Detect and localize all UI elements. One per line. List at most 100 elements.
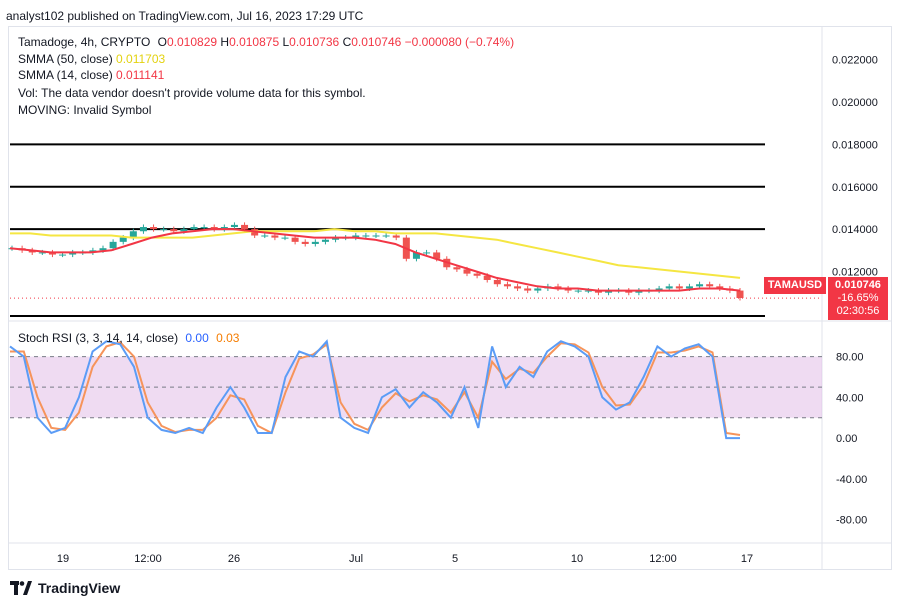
candle-body xyxy=(473,273,481,276)
stoch-tick-label: -80.00 xyxy=(836,515,867,527)
candle-body xyxy=(210,227,218,230)
tradingview-logo-icon xyxy=(10,581,32,595)
candle-body xyxy=(675,286,683,289)
candle-body xyxy=(220,227,228,230)
price-tick-label: 0.012000 xyxy=(832,267,878,279)
symbol-tag: TAMAUSD xyxy=(764,277,826,294)
candle-body xyxy=(311,241,319,244)
smma50-legend: SMMA (50, close) 0.011703 xyxy=(18,51,165,67)
candle-body xyxy=(696,284,704,287)
candle-body xyxy=(706,284,714,287)
smma50-label: SMMA (50, close) xyxy=(18,52,113,66)
candle-body xyxy=(392,235,400,238)
candle-body xyxy=(332,237,340,240)
candle-body xyxy=(150,227,158,230)
smma14-value: 0.011141 xyxy=(116,68,165,82)
candle-body xyxy=(514,286,522,289)
open-label: O xyxy=(157,35,167,49)
high-value: 0.010875 xyxy=(229,35,280,49)
candle-body xyxy=(271,235,279,238)
time-tick-label: 10 xyxy=(571,553,583,565)
candle-body xyxy=(412,252,420,259)
candle-body xyxy=(160,229,168,231)
candle-body xyxy=(423,252,431,254)
candle-body xyxy=(261,235,269,237)
candle-body xyxy=(493,279,501,285)
stoch-tick-label: -40.00 xyxy=(836,474,867,486)
candle-body xyxy=(190,227,198,230)
candle-body xyxy=(574,290,582,292)
candle-body xyxy=(382,235,390,237)
candle-body xyxy=(180,229,188,232)
candle-body xyxy=(625,290,633,293)
stoch-tick-label: 0.00 xyxy=(836,433,857,445)
stoch-tick-label: 40.00 xyxy=(836,392,864,404)
candle-body xyxy=(362,235,370,237)
bar-countdown: 02:30:56 xyxy=(836,305,880,317)
candle-body xyxy=(119,237,127,242)
price-tick-label: 0.014000 xyxy=(832,224,878,236)
candle-body xyxy=(736,290,744,298)
time-tick-label: 26 xyxy=(228,553,240,565)
price-tick-label: 0.020000 xyxy=(832,97,878,109)
smma50-value: 0.011703 xyxy=(116,52,166,66)
tradingview-footer[interactable]: TradingView xyxy=(10,580,120,596)
high-label: H xyxy=(220,35,230,49)
candle-body xyxy=(200,227,208,229)
candle-body xyxy=(453,267,461,270)
stoch-k-value: 0.00 xyxy=(185,331,209,345)
brand-name: TradingView xyxy=(38,580,121,596)
candle-body xyxy=(170,229,178,232)
close-value: 0.010746 xyxy=(351,35,402,49)
smma14-line xyxy=(9,228,741,292)
candle-body xyxy=(291,237,299,242)
candle-body xyxy=(301,241,309,244)
time-tick-label: Jul xyxy=(349,553,363,565)
time-tick-label: 17 xyxy=(741,553,753,565)
stoch-legend: Stoch RSI (3, 3, 14, 14, close) 0.00 0.0… xyxy=(18,330,239,346)
time-tick-label: 19 xyxy=(57,553,69,565)
change-value: −0.000080 (−0.74%) xyxy=(404,35,515,49)
candle-body xyxy=(716,286,724,289)
candle-body xyxy=(38,252,46,254)
candle-body xyxy=(605,290,613,293)
candle-body xyxy=(503,284,511,287)
smma50-line xyxy=(10,228,741,279)
stoch-d-line xyxy=(10,341,741,436)
candle-body xyxy=(554,286,562,289)
candle-body xyxy=(433,252,441,259)
stoch-k-line xyxy=(9,339,740,440)
candle-body xyxy=(99,248,107,251)
smma14-label: SMMA (14, close) xyxy=(18,68,113,82)
last-price: 0.010746 xyxy=(835,279,881,291)
change-percent: -16.65% xyxy=(837,292,879,304)
candle-body xyxy=(241,224,249,230)
moving-note: MOVING: Invalid Symbol xyxy=(18,103,152,117)
candle-body xyxy=(635,290,643,293)
stoch-label: Stoch RSI (3, 3, 14, 14, close) xyxy=(18,331,179,345)
stoch-d-value: 0.03 xyxy=(216,331,240,345)
time-tick-label: 12:00 xyxy=(649,553,677,565)
candle-body xyxy=(48,252,56,255)
symbol-legend: Tamadoge, 4h, CRYPTO O0.010829 H0.010875… xyxy=(18,34,514,50)
candle-body xyxy=(483,275,491,280)
candle-body xyxy=(685,286,693,289)
candle-body xyxy=(564,288,572,291)
candle-body xyxy=(281,237,289,239)
smma14-legend: SMMA (14, close) 0.011141 xyxy=(18,67,164,83)
low-label: L xyxy=(282,35,290,49)
stoch-tick-label: 80.00 xyxy=(836,352,864,364)
candle-body xyxy=(69,252,77,255)
candle-body xyxy=(372,235,380,237)
candle-body xyxy=(534,288,542,291)
volume-note: Vol: The data vendor doesn't provide vol… xyxy=(18,86,366,100)
symbol-line: Tamadoge, 4h, CRYPTO xyxy=(18,35,151,49)
candle-body xyxy=(655,288,663,291)
candle-body xyxy=(109,241,117,249)
price-tick-label: 0.016000 xyxy=(832,182,878,194)
chart-frame xyxy=(8,26,892,570)
candle-body xyxy=(129,231,137,238)
candle-body xyxy=(594,290,602,293)
publish-line: analyst102 published on TradingView.com,… xyxy=(6,9,364,23)
